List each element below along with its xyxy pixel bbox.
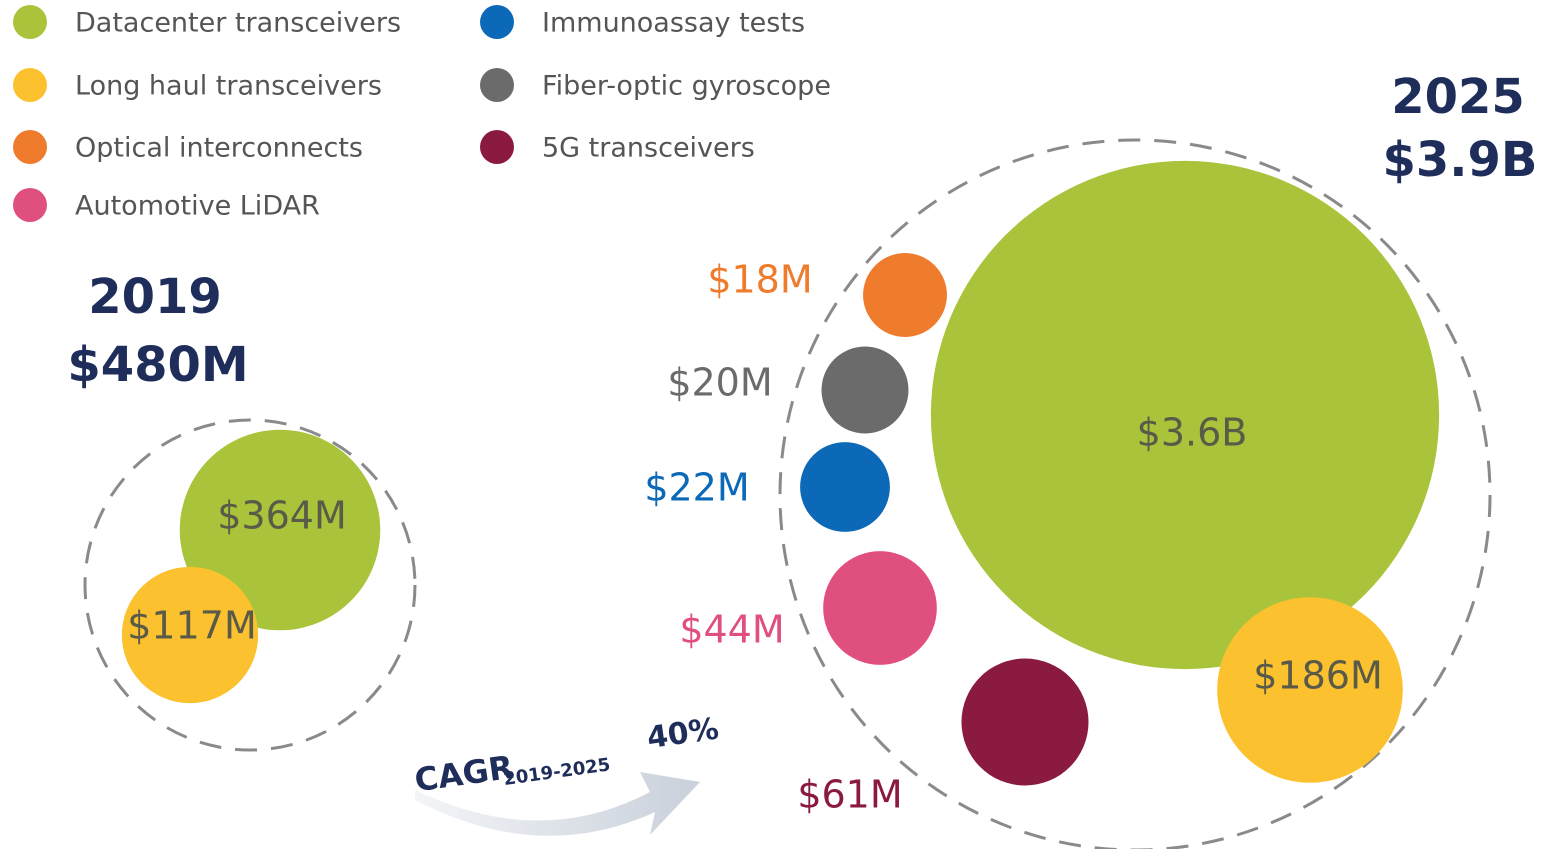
value-label: $117M bbox=[127, 604, 257, 648]
cagr-label: CAGR bbox=[412, 748, 515, 799]
value-label: $44M bbox=[679, 608, 784, 652]
bubble bbox=[823, 551, 937, 665]
legend-label: Long haul transceivers bbox=[75, 71, 382, 102]
legend-swatch bbox=[480, 68, 514, 102]
value-label: $364M bbox=[217, 494, 347, 538]
bubble bbox=[863, 253, 947, 337]
value-label: $61M bbox=[797, 773, 902, 817]
year-label: 2025 bbox=[1391, 69, 1525, 125]
legend-swatch bbox=[13, 5, 47, 39]
legend-swatch bbox=[13, 68, 47, 102]
bubble bbox=[800, 442, 890, 532]
legend-label: 5G transceivers bbox=[542, 133, 755, 164]
legend-label: Optical interconnects bbox=[75, 133, 363, 164]
value-label: $20M bbox=[667, 361, 772, 405]
legend-swatch bbox=[13, 130, 47, 164]
legend-swatch bbox=[480, 5, 514, 39]
legend-label: Datacenter transceivers bbox=[75, 8, 401, 39]
legend-label: Automotive LiDAR bbox=[75, 191, 320, 222]
value-label: $22M bbox=[644, 466, 749, 510]
value-label: $186M bbox=[1253, 654, 1383, 698]
value-label: $3.6B bbox=[1137, 411, 1248, 455]
legend-label: Fiber-optic gyroscope bbox=[542, 71, 831, 102]
value-label: $18M bbox=[707, 258, 812, 302]
bubble bbox=[822, 347, 909, 434]
chart: CAGR 2019-2025 40% 2019 $480M 2025 $3.9B… bbox=[0, 0, 1542, 849]
bubble bbox=[961, 658, 1088, 785]
total-label: $480M bbox=[67, 337, 248, 393]
legend-label: Immunoassay tests bbox=[542, 8, 805, 39]
cagr-period: 2019-2025 bbox=[502, 754, 612, 790]
legend-swatch bbox=[480, 130, 514, 164]
year-label: 2019 bbox=[88, 269, 222, 325]
total-label: $3.9B bbox=[1382, 132, 1537, 188]
legend-swatch bbox=[13, 188, 47, 222]
cagr-value: 40% bbox=[645, 711, 721, 756]
